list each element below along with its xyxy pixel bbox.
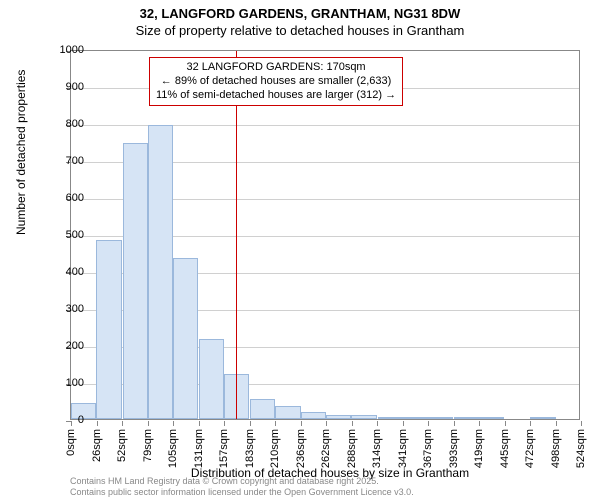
xtick-mark [403,421,404,426]
xtick-label: 105sqm [167,429,179,468]
histogram-bar [479,417,504,419]
xtick-label: 472sqm [524,429,536,468]
histogram-bar [403,417,428,419]
xtick-label: 79sqm [142,429,154,462]
footer-attribution: Contains HM Land Registry data © Crown c… [70,476,414,498]
xtick-label: 183sqm [244,429,256,468]
xtick-mark [479,421,480,426]
chart-title: 32, LANGFORD GARDENS, GRANTHAM, NG31 8DW [0,0,600,21]
histogram-bar [199,339,224,419]
ytick-label: 900 [44,81,84,93]
ytick-label: 400 [44,266,84,278]
xtick-label: 393sqm [448,429,460,468]
xtick-mark [199,421,200,426]
xtick-mark [97,421,98,426]
xtick-mark [454,421,455,426]
xtick-mark [352,421,353,426]
xtick-mark [122,421,123,426]
histogram-bar [250,399,275,419]
xtick-mark [556,421,557,426]
histogram-bar [326,415,351,419]
histogram-bar [275,406,300,419]
xtick-mark [581,421,582,426]
xtick-label: 210sqm [269,429,281,468]
xtick-label: 131sqm [193,429,205,468]
xtick-mark [148,421,149,426]
xtick-label: 419sqm [473,429,485,468]
xtick-label: 0sqm [65,429,77,456]
ytick-label: 200 [44,340,84,352]
xtick-mark [428,421,429,426]
xtick-mark [505,421,506,426]
xtick-label: 157sqm [218,429,230,468]
histogram-bar [428,417,453,419]
histogram-bar [351,415,376,419]
xtick-mark [224,421,225,426]
histogram-bar [123,143,148,419]
annotation-line-3: 11% of semi-detached houses are larger (… [156,89,396,103]
ytick-label: 700 [44,155,84,167]
histogram-bar [530,417,555,419]
xtick-mark [530,421,531,426]
histogram-bar [173,258,198,419]
annotation-line-2: ← 89% of detached houses are smaller (2,… [156,75,396,89]
xtick-label: 341sqm [397,429,409,468]
footer-line-2: Contains public sector information licen… [70,487,414,498]
plot-area: 0sqm26sqm52sqm79sqm105sqm131sqm157sqm183… [70,50,580,420]
xtick-mark [301,421,302,426]
xtick-label: 288sqm [346,429,358,468]
chart-container: 0sqm26sqm52sqm79sqm105sqm131sqm157sqm183… [70,50,580,420]
y-axis-label: Number of detached properties [14,70,28,235]
xtick-mark [326,421,327,426]
xtick-label: 367sqm [422,429,434,468]
xtick-mark [275,421,276,426]
xtick-label: 236sqm [295,429,307,468]
annotation-line-1: 32 LANGFORD GARDENS: 170sqm [156,61,396,75]
xtick-label: 26sqm [91,429,103,462]
ytick-label: 1000 [44,44,84,56]
xtick-mark [377,421,378,426]
xtick-label: 52sqm [116,429,128,462]
xtick-label: 445sqm [499,429,511,468]
xtick-mark [173,421,174,426]
ytick-label: 600 [44,192,84,204]
annotation-box: 32 LANGFORD GARDENS: 170sqm← 89% of deta… [149,57,403,106]
footer-line-1: Contains HM Land Registry data © Crown c… [70,476,414,487]
histogram-bar [454,417,479,419]
ytick-label: 800 [44,118,84,130]
chart-subtitle: Size of property relative to detached ho… [0,21,600,38]
histogram-bar [148,125,173,419]
ytick-label: 0 [44,414,84,426]
xtick-mark [250,421,251,426]
histogram-bar [378,417,403,419]
xtick-label: 524sqm [575,429,587,468]
ytick-label: 300 [44,303,84,315]
xtick-label: 498sqm [550,429,562,468]
ytick-label: 100 [44,377,84,389]
ytick-label: 500 [44,229,84,241]
xtick-label: 262sqm [320,429,332,468]
xtick-label: 314sqm [371,429,383,468]
histogram-bar [301,412,326,419]
histogram-bar [96,240,121,419]
